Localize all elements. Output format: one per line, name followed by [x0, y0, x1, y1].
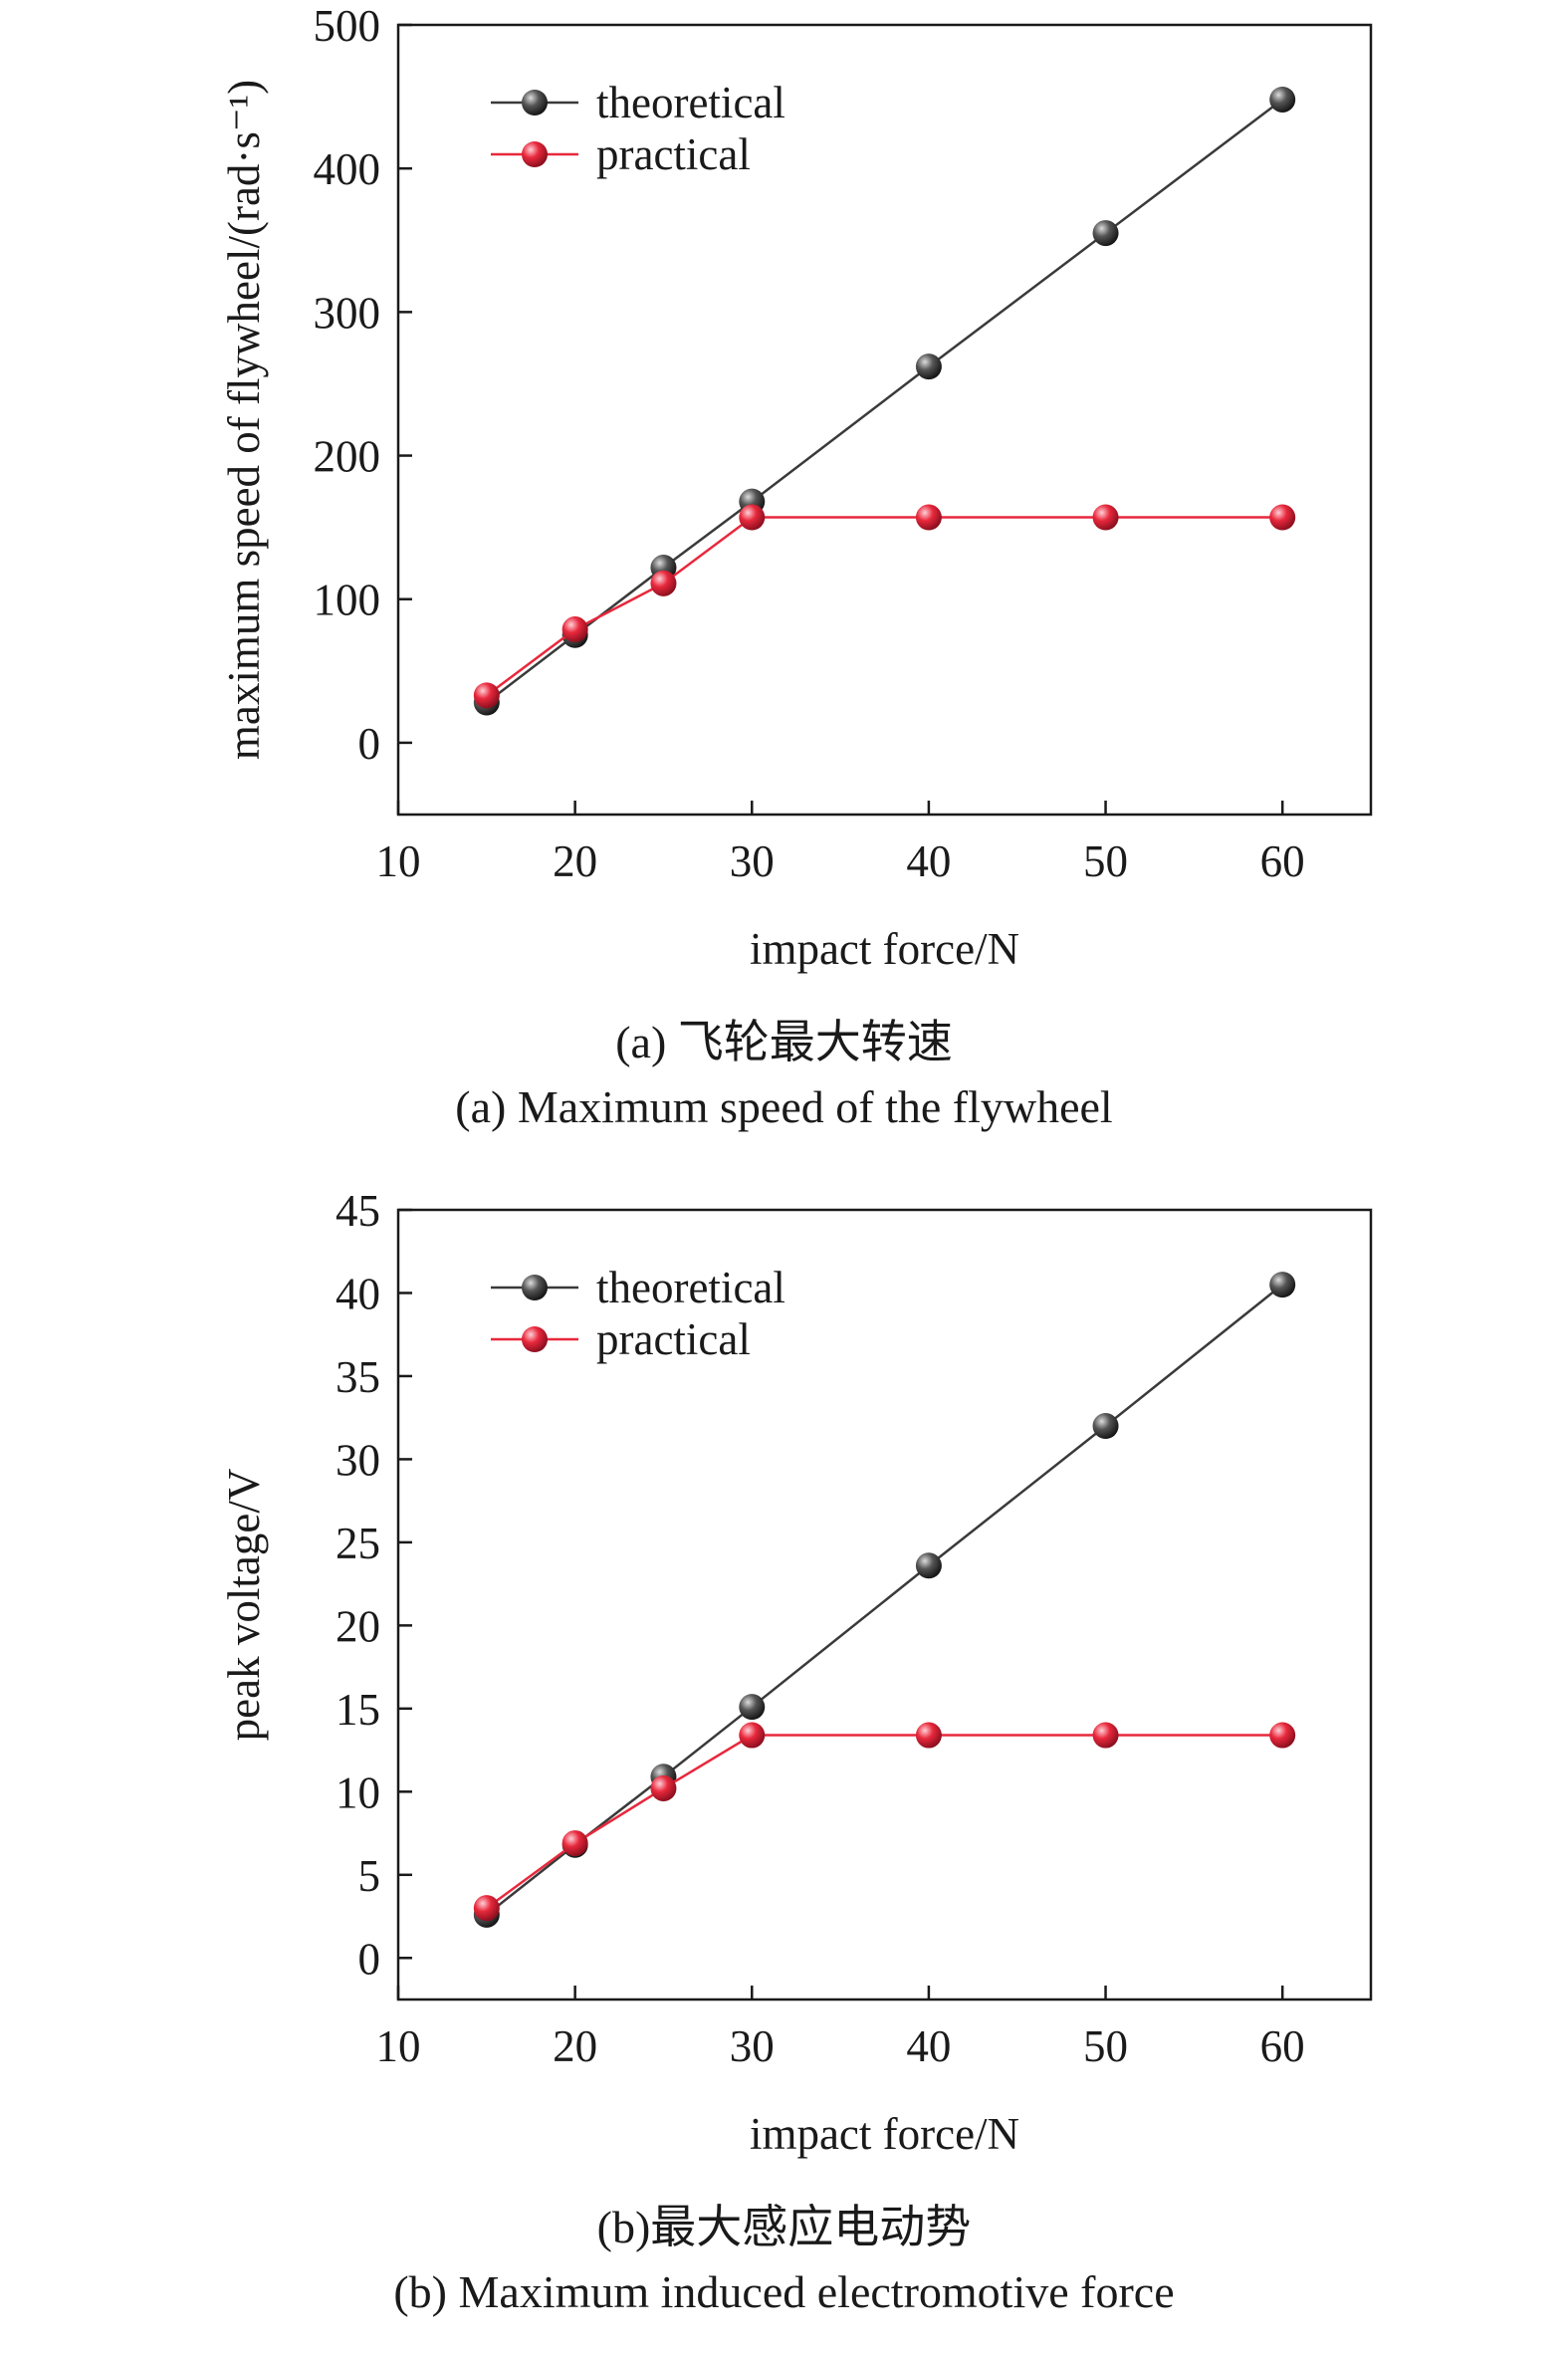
- data-point-theoretical: [1092, 220, 1119, 247]
- y-tick-label: 35: [336, 1352, 380, 1402]
- data-point-theoretical: [1269, 1272, 1296, 1298]
- y-tick-label: 25: [336, 1519, 380, 1568]
- x-tick-label: 30: [730, 836, 775, 886]
- x-tick-label: 40: [906, 2021, 951, 2071]
- data-point-theoretical: [915, 353, 942, 380]
- x-tick-label: 60: [1260, 836, 1305, 886]
- series-line-practical: [486, 516, 1283, 697]
- y-tick-label: 5: [358, 1851, 381, 1901]
- data-point-practical: [561, 616, 588, 643]
- x-tick-label: 20: [553, 836, 597, 886]
- y-tick-label: 10: [336, 1767, 380, 1817]
- plot-frame: [396, 23, 1373, 817]
- x-tick-label: 40: [906, 836, 951, 886]
- x-axis-label: impact force/N: [750, 2109, 1019, 2159]
- y-tick-label: 400: [314, 144, 381, 194]
- legend-marker-practical: [522, 1326, 548, 1352]
- caption-b-cn: (b)最大感应电动势: [596, 2202, 972, 2252]
- y-tick-label: 20: [336, 1601, 380, 1651]
- y-tick-label: 100: [314, 576, 381, 625]
- data-point-practical: [473, 682, 500, 709]
- y-axis-label: maximum speed of flywheel/(rad·s⁻¹): [219, 80, 269, 760]
- x-tick-label: 60: [1260, 2021, 1305, 2071]
- legend-label-practical: practical: [596, 1314, 751, 1364]
- y-tick-label: 0: [358, 719, 381, 769]
- data-point-practical: [473, 1895, 500, 1922]
- chart-b: 10 20 30 40 50 60 0 5 10 15 20 25 30 35 40 45 impact for…: [219, 1186, 1373, 2159]
- y-tick-label: 200: [314, 432, 381, 482]
- y-tick-label: 40: [336, 1269, 380, 1318]
- figure-b: 10 20 30 40 50 60 0 5 10 15 20 25 30 35 40 45 impact for…: [0, 1185, 1568, 2354]
- legend-marker-practical: [522, 141, 548, 167]
- data-point-practical: [915, 504, 942, 531]
- y-tick-label: 0: [358, 1934, 381, 1984]
- data-point-theoretical: [1269, 86, 1296, 113]
- x-tick-label: 20: [553, 2021, 597, 2071]
- y-tick-label: 500: [314, 1, 381, 51]
- data-point-practical: [1269, 504, 1296, 531]
- caption-a-en: (a) Maximum speed of the flywheel: [455, 1081, 1113, 1132]
- legend-label-practical: practical: [596, 129, 751, 179]
- figure-a: 10 20 30 40 50 60 0 100 200 300 400 500 impact force…: [0, 0, 1568, 1175]
- x-tick-label: 10: [376, 2021, 421, 2071]
- data-point-practical: [1092, 504, 1119, 531]
- data-point-practical: [561, 1830, 588, 1857]
- x-tick-label: 30: [730, 2021, 775, 2071]
- caption-a-cn: (a) 飞轮最大转速: [615, 1017, 953, 1067]
- x-tick-label: 50: [1083, 2021, 1128, 2071]
- data-point-practical: [650, 1774, 677, 1801]
- legend-marker-theoretical: [522, 90, 548, 116]
- y-tick-label: 45: [336, 1186, 380, 1236]
- data-point-practical: [739, 1722, 766, 1749]
- y-tick-label: 300: [314, 288, 381, 338]
- data-point-practical: [1092, 1722, 1119, 1749]
- legend-marker-theoretical: [522, 1275, 548, 1300]
- data-point-practical: [915, 1722, 942, 1749]
- data-point-theoretical: [739, 1694, 766, 1721]
- data-point-practical: [650, 570, 677, 596]
- x-tick-label: 50: [1083, 836, 1128, 886]
- data-point-theoretical: [915, 1552, 942, 1579]
- y-tick-label: 15: [336, 1685, 380, 1735]
- legend-label-theoretical: theoretical: [596, 1263, 785, 1312]
- data-point-theoretical: [1092, 1413, 1119, 1440]
- caption-b-en: (b) Maximum induced electromotive force: [393, 2266, 1175, 2317]
- y-tick-label: 30: [336, 1435, 380, 1485]
- x-tick-label: 10: [376, 836, 421, 886]
- y-axis-label: peak voltage/V: [219, 1469, 269, 1742]
- x-axis-label: impact force/N: [750, 924, 1019, 974]
- chart-a: 10 20 30 40 50 60 0 100 200 300 400 500 impact force…: [219, 1, 1373, 974]
- series-line-theoretical: [486, 1284, 1283, 1916]
- data-point-practical: [1269, 1722, 1296, 1749]
- plot-frame: [396, 1208, 1373, 2001]
- data-point-practical: [739, 504, 766, 531]
- legend-label-theoretical: theoretical: [596, 78, 785, 127]
